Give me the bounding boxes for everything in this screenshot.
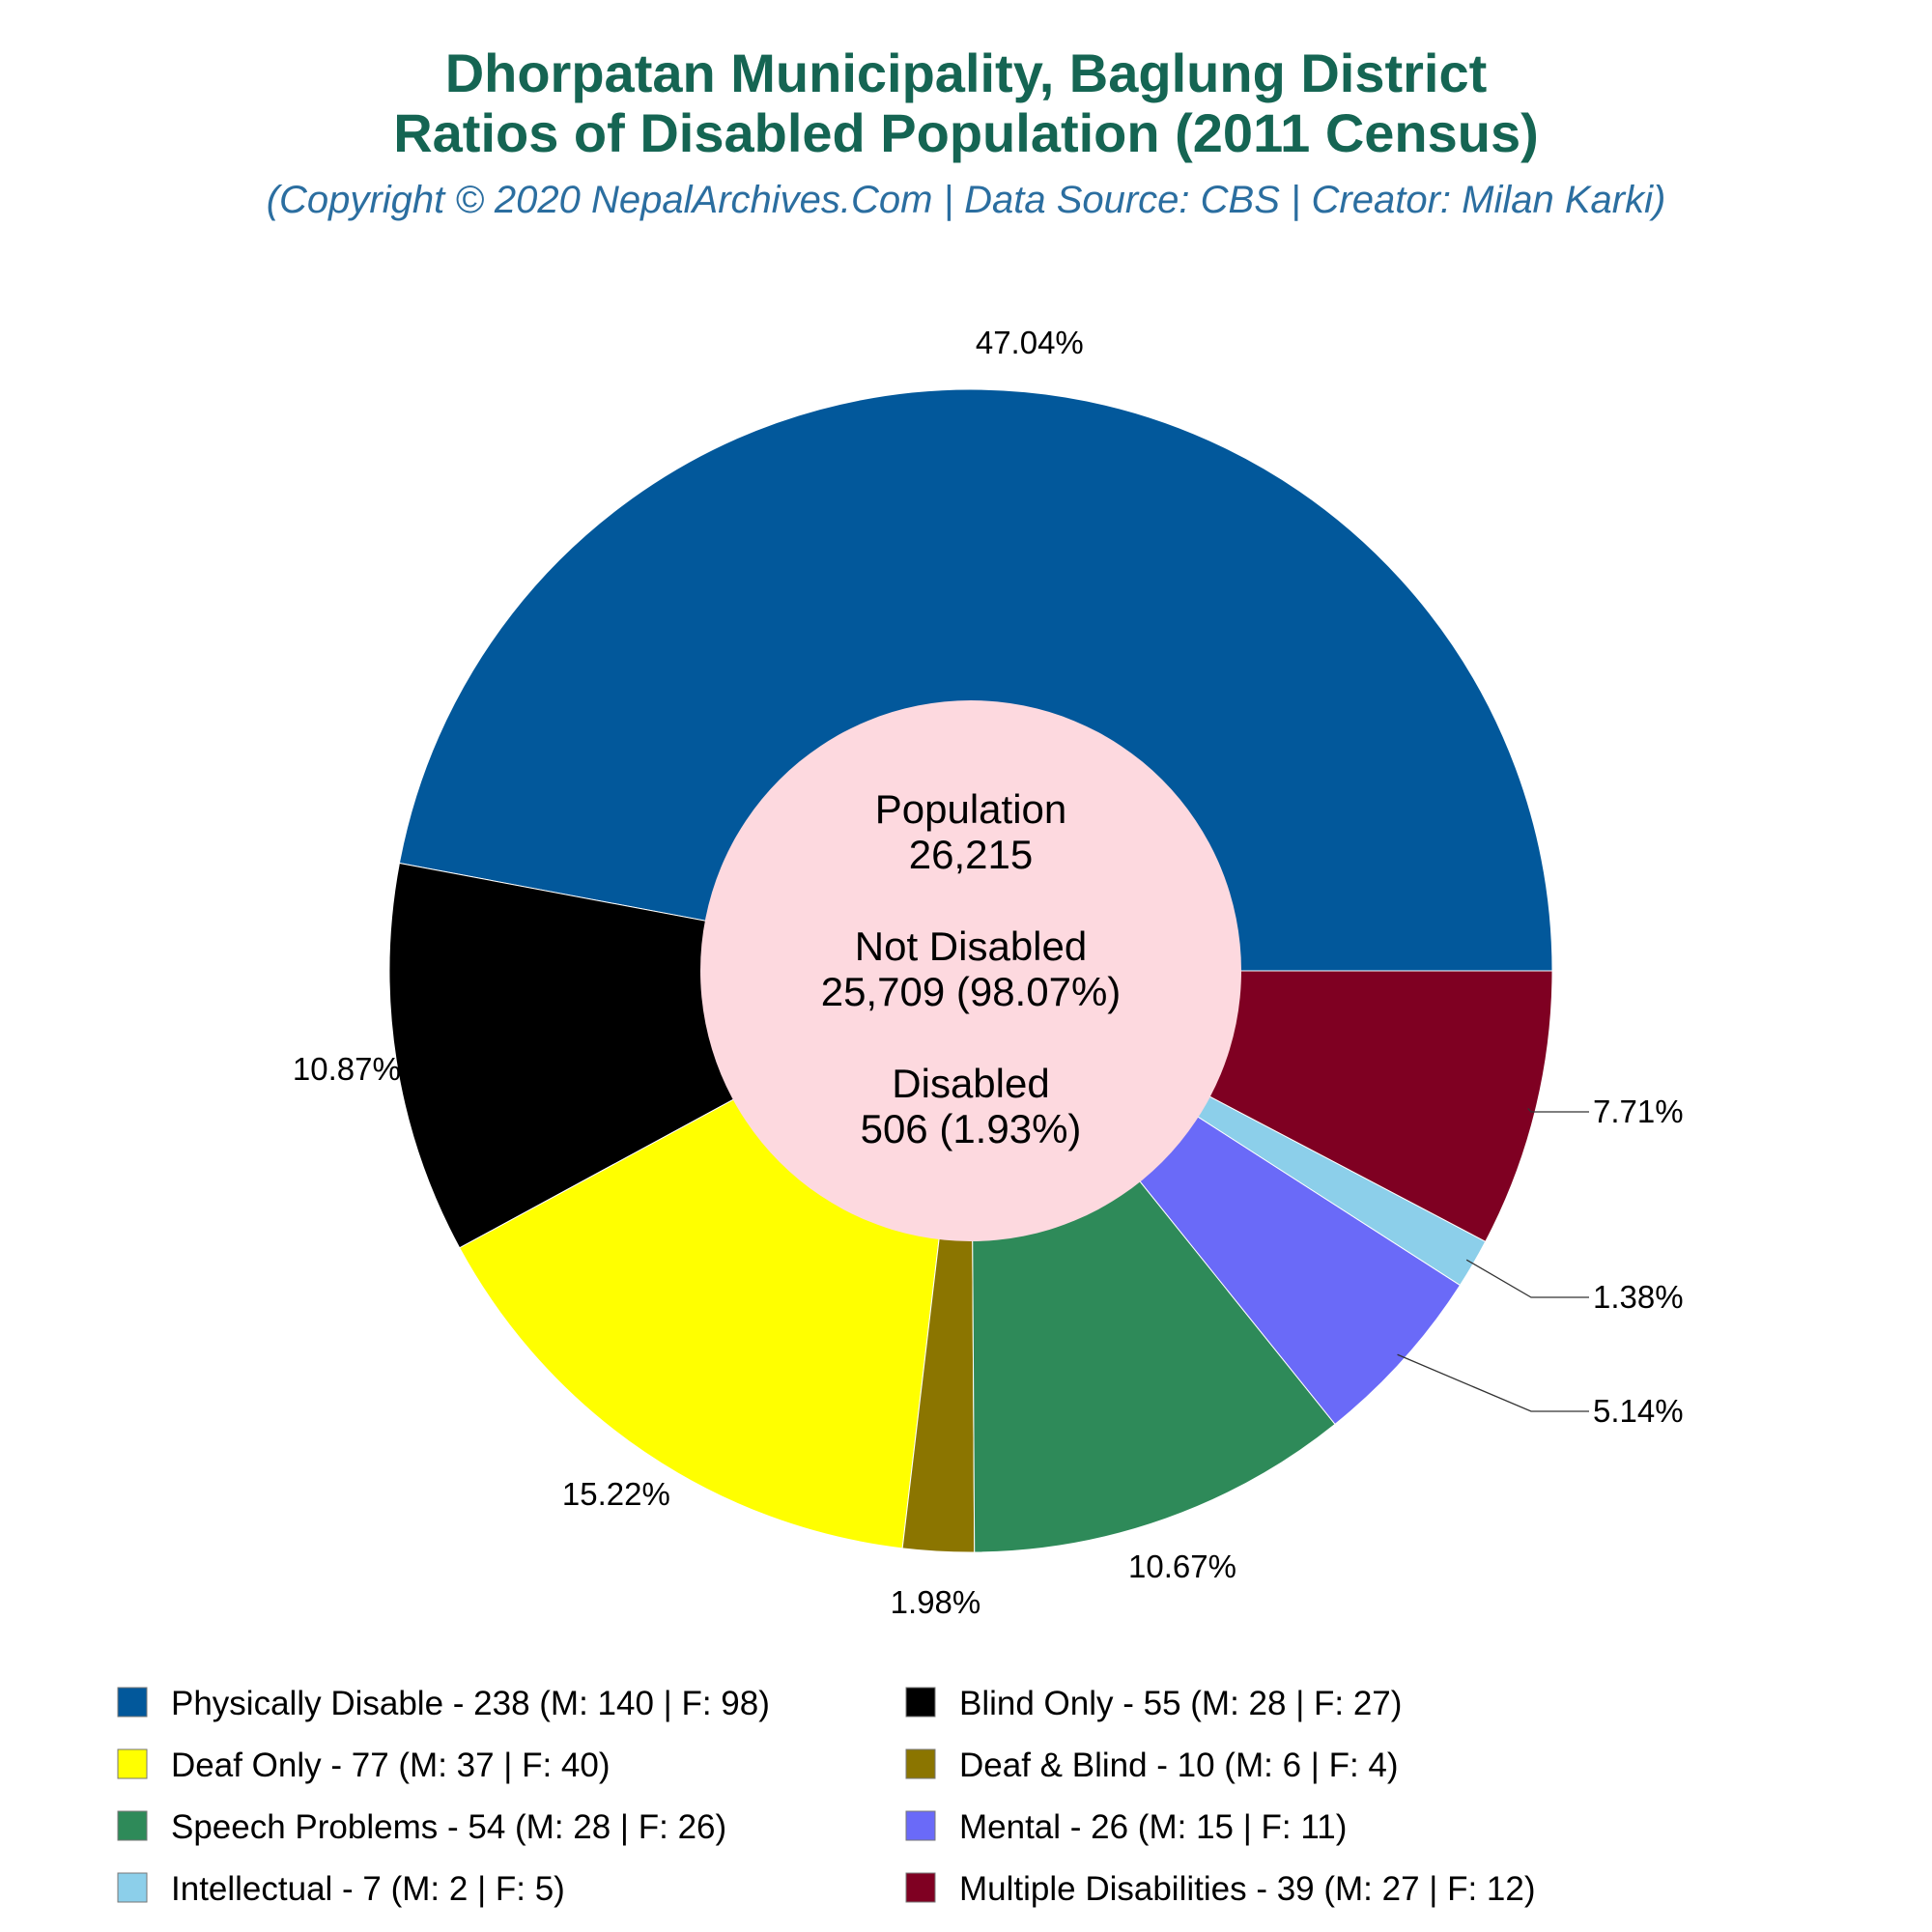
percent-label-physically-disable: 47.04% — [976, 325, 1084, 360]
leader-lines — [1397, 1107, 1589, 1412]
percent-label-blind-only: 10.87% — [293, 1051, 401, 1087]
legend-swatch-intellectual — [117, 1872, 148, 1903]
legend-label-mental: Mental - 26 (M: 15 | F: 11) — [959, 1808, 1347, 1846]
legend-swatch-blind-only — [905, 1687, 936, 1718]
legend-label-multiple-disabilities: Multiple Disabilities - 39 (M: 27 | F: 1… — [959, 1870, 1536, 1908]
chart-title-line1: Dhorpatan Municipality, Baglung District — [445, 43, 1488, 103]
leader-line-mental — [1397, 1353, 1589, 1412]
legend-swatch-deaf-and-blind — [905, 1748, 936, 1779]
center-disabled-value: 506 (1.93%) — [861, 1106, 1082, 1151]
leader-line-intellectual — [1465, 1259, 1589, 1298]
center-population-value: 26,215 — [909, 832, 1033, 877]
slice-physically-disable — [398, 388, 1553, 972]
legend-swatch-mental — [905, 1810, 936, 1841]
legend-swatch-multiple-disabilities — [905, 1872, 936, 1903]
legend-swatch-deaf-only — [117, 1748, 148, 1779]
percent-labels: 47.04% 10.87% 15.22% 1.98% 10.67% 5.14% 1.38% 7… — [293, 325, 1684, 1620]
legend-label-deaf-and-blind: Deaf & Blind - 10 (M: 6 | F: 4) — [959, 1747, 1399, 1784]
legend-label-physically-disable: Physically Disable - 238 (M: 140 | F: 98… — [171, 1685, 770, 1722]
legend-label-intellectual: Intellectual - 7 (M: 2 | F: 5) — [171, 1870, 565, 1908]
center-not-disabled-value: 25,709 (98.07%) — [821, 969, 1122, 1014]
percent-label-deaf-only: 15.22% — [562, 1476, 670, 1512]
center-disabled-label: Disabled — [892, 1061, 1049, 1106]
legend-swatch-speech-problems — [117, 1810, 148, 1841]
center-population-label: Population — [875, 786, 1067, 832]
percent-label-deaf-and-blind: 1.98% — [891, 1584, 981, 1620]
legend-label-speech-problems: Speech Problems - 54 (M: 28 | F: 26) — [171, 1808, 726, 1846]
percent-label-intellectual: 1.38% — [1593, 1279, 1684, 1315]
leader-line-multiple-disabilities — [1527, 1107, 1589, 1113]
center-not-disabled-label: Not Disabled — [855, 923, 1087, 969]
percent-label-speech-problems: 10.67% — [1128, 1548, 1236, 1584]
chart-subtitle: (Copyright © 2020 NepalArchives.Com | Da… — [267, 179, 1666, 221]
chart-title-line2: Ratios of Disabled Population (2011 Cens… — [393, 102, 1539, 163]
legend-label-blind-only: Blind Only - 55 (M: 28 | F: 27) — [959, 1685, 1402, 1722]
legend-label-deaf-only: Deaf Only - 77 (M: 37 | F: 40) — [171, 1747, 611, 1784]
center-circle — [700, 700, 1241, 1241]
legend-swatch-physically-disable — [117, 1687, 148, 1718]
percent-label-mental: 5.14% — [1593, 1393, 1684, 1429]
percent-label-multiple-disabilities: 7.71% — [1593, 1094, 1684, 1129]
legend: Physically Disable - 238 (M: 140 | F: 98… — [117, 1685, 1536, 1908]
